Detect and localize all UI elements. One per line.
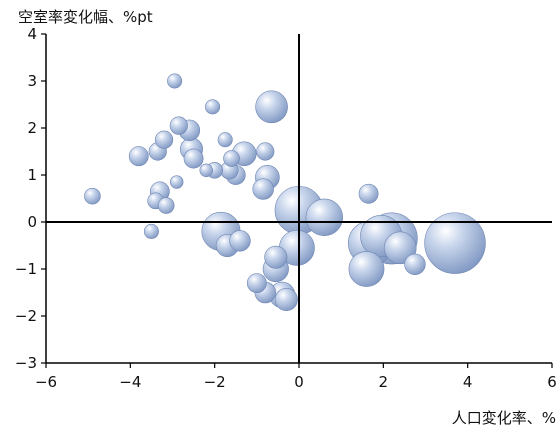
bubble-point bbox=[199, 163, 213, 178]
bubble-point bbox=[348, 251, 385, 287]
y-tick-label: 4 bbox=[27, 25, 37, 43]
y-axis-title: 空室率変化幅、%pt bbox=[18, 8, 153, 26]
bubble-point bbox=[170, 175, 184, 189]
tick-layer: −6 −4 −2 0 2 4 6 −3 −2 −1 0 1 2 3 4 bbox=[15, 25, 557, 391]
bubble-point bbox=[264, 245, 288, 269]
x-axis-title: 人口変化率、% bbox=[452, 409, 556, 427]
bubble-point bbox=[305, 198, 343, 237]
x-tick-label: −4 bbox=[119, 373, 141, 391]
y-tick-label: −3 bbox=[15, 354, 37, 372]
bubble-point bbox=[383, 231, 417, 265]
bubble-point bbox=[167, 73, 183, 89]
bubble-point bbox=[205, 99, 221, 115]
bubble-layer bbox=[84, 73, 486, 312]
bubble-point bbox=[424, 212, 486, 274]
bubble-point bbox=[217, 132, 233, 148]
bubble-point bbox=[84, 187, 101, 205]
bubble-point bbox=[252, 178, 274, 200]
bubble-point bbox=[404, 253, 426, 275]
bubble-point bbox=[169, 116, 188, 135]
bubble-point bbox=[183, 148, 204, 169]
x-tick-label: 2 bbox=[379, 373, 389, 391]
bubble-point bbox=[358, 183, 379, 204]
bubble-point bbox=[274, 288, 298, 312]
bubble-point bbox=[143, 223, 159, 239]
y-tick-label: −1 bbox=[15, 260, 37, 278]
bubble-point bbox=[157, 197, 175, 214]
bubble-point bbox=[223, 150, 240, 167]
x-tick-label: −6 bbox=[35, 373, 57, 391]
x-tick-label: 6 bbox=[547, 373, 557, 391]
y-tick-label: 1 bbox=[27, 166, 37, 184]
y-tick-label: 2 bbox=[27, 119, 37, 137]
y-tick-label: 3 bbox=[27, 72, 37, 90]
bubble-point bbox=[255, 90, 288, 124]
x-tick-label: −2 bbox=[204, 373, 226, 391]
y-tick-label: −2 bbox=[15, 307, 37, 325]
bubble-point bbox=[246, 273, 267, 294]
bubble-point bbox=[128, 146, 149, 167]
x-tick-label: 0 bbox=[294, 373, 304, 391]
bubble-point bbox=[229, 230, 251, 252]
bubble-point bbox=[256, 142, 275, 161]
y-tick-label: 0 bbox=[27, 213, 37, 231]
x-tick-label: 4 bbox=[463, 373, 473, 391]
bubble-point bbox=[154, 130, 174, 149]
